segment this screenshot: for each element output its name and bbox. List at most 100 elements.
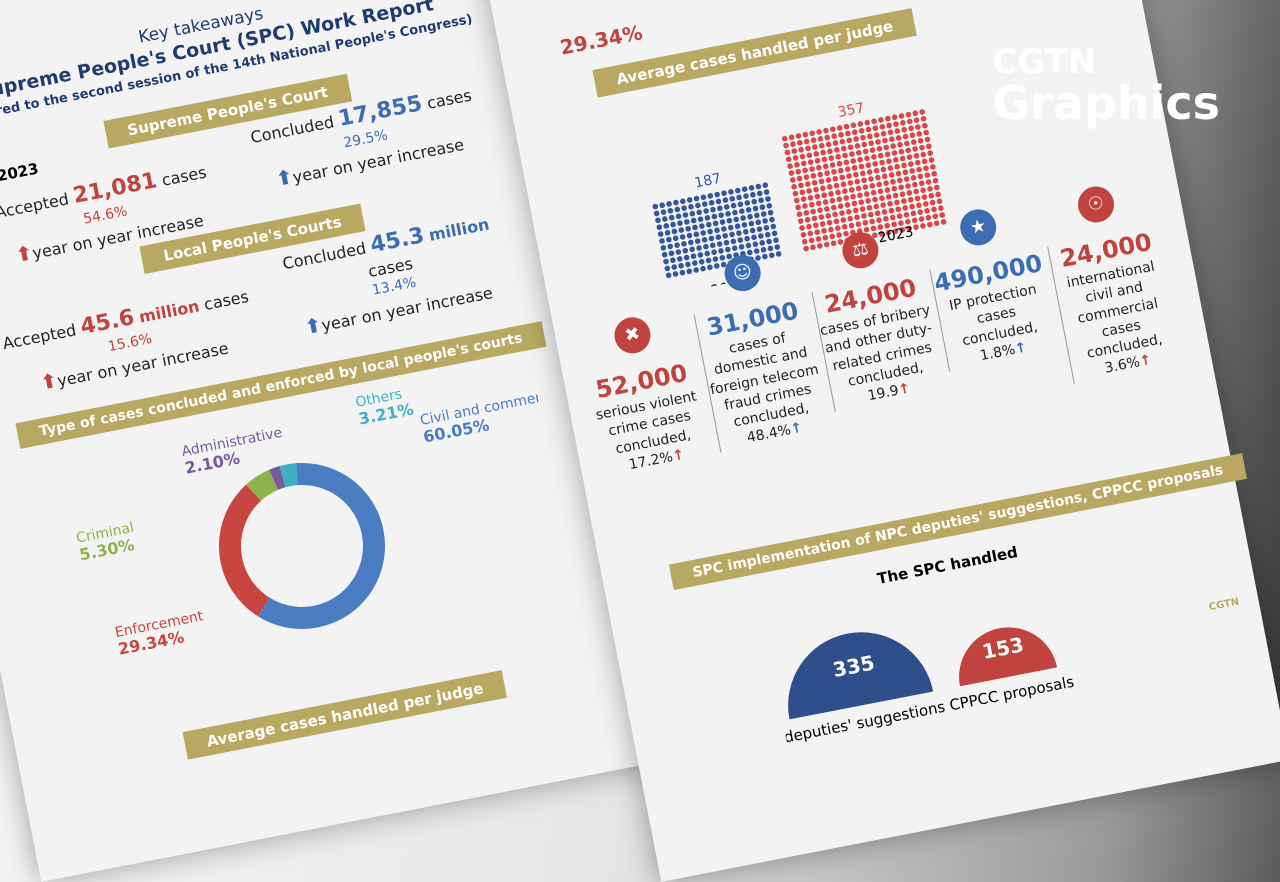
dot — [788, 134, 795, 141]
dot — [840, 181, 847, 188]
dot — [846, 208, 852, 215]
dot — [840, 217, 847, 223]
dot — [744, 200, 751, 206]
dot — [831, 133, 837, 139]
dot — [879, 124, 886, 130]
dot — [854, 178, 861, 185]
dot — [885, 115, 891, 122]
year: In 2023 — [0, 159, 41, 189]
dot — [705, 257, 712, 264]
dot — [848, 187, 855, 193]
dot — [788, 170, 795, 176]
dot — [824, 170, 830, 177]
dot — [807, 195, 814, 201]
dot — [905, 147, 912, 154]
dot — [736, 194, 742, 201]
dot — [758, 197, 764, 204]
dot — [843, 230, 849, 237]
dot — [847, 180, 854, 186]
dot — [734, 223, 741, 230]
dot — [890, 179, 896, 185]
dot — [707, 264, 713, 271]
dot — [849, 151, 855, 157]
stat: 31,000 cases of domestic and foreign tele… — [693, 293, 832, 453]
dot — [916, 131, 923, 137]
dot — [902, 205, 908, 211]
dot — [792, 190, 799, 197]
dot — [711, 249, 717, 256]
dot — [918, 180, 925, 187]
dot — [790, 141, 796, 147]
dot — [886, 158, 892, 164]
slice-name: Civil and commercial — [419, 385, 566, 429]
dot — [766, 238, 772, 245]
dot — [751, 198, 757, 205]
dot — [821, 192, 828, 198]
dot — [821, 156, 828, 163]
dot — [694, 238, 701, 244]
dot — [914, 195, 921, 202]
dot — [927, 150, 933, 156]
dot — [864, 119, 870, 126]
dot — [842, 188, 848, 194]
dot — [909, 203, 915, 210]
dot — [802, 203, 808, 209]
dot — [752, 205, 759, 212]
dot — [825, 212, 832, 219]
dot — [914, 159, 921, 166]
dot — [674, 242, 680, 248]
dot — [753, 248, 760, 254]
dot — [730, 238, 737, 245]
dot — [806, 152, 813, 159]
donut-slice — [269, 466, 286, 490]
dot — [699, 223, 705, 229]
dot — [935, 191, 941, 198]
dot — [661, 251, 668, 258]
stat-unit: cases — [425, 85, 474, 113]
dot — [682, 212, 689, 218]
dot — [824, 134, 831, 141]
dot — [754, 212, 760, 219]
dot — [747, 249, 753, 256]
stat: 490,000 IP protection cases concluded, 1.8… — [929, 247, 1061, 372]
dot — [898, 148, 905, 155]
dot — [684, 219, 690, 225]
dot — [823, 241, 830, 248]
dot — [799, 153, 806, 160]
dot — [922, 201, 929, 207]
dot — [809, 201, 815, 208]
dot — [927, 186, 933, 192]
dot — [715, 234, 722, 240]
dot — [899, 191, 906, 198]
dot — [799, 225, 805, 231]
dot — [932, 213, 939, 220]
dot — [845, 130, 851, 137]
dot — [683, 254, 690, 261]
dot — [869, 183, 876, 189]
dot — [860, 134, 866, 141]
dot — [709, 242, 716, 249]
dot — [726, 217, 733, 224]
dot — [830, 126, 836, 133]
dot — [839, 174, 845, 181]
dot — [674, 206, 681, 213]
dot — [880, 202, 887, 208]
dot — [759, 240, 766, 246]
dot — [828, 191, 834, 197]
dot — [855, 185, 862, 192]
dot — [818, 142, 825, 149]
dot — [801, 238, 808, 245]
dot — [723, 239, 730, 246]
dot — [755, 183, 762, 190]
arrow-icon: ↑ — [1138, 352, 1153, 370]
dot — [844, 202, 851, 208]
dot — [685, 261, 691, 268]
dot — [865, 126, 872, 133]
dot — [814, 229, 820, 235]
dot — [803, 174, 810, 181]
dot — [913, 224, 919, 231]
dot — [862, 148, 869, 155]
dot — [831, 169, 837, 175]
dot — [805, 145, 811, 152]
dot — [749, 227, 756, 234]
